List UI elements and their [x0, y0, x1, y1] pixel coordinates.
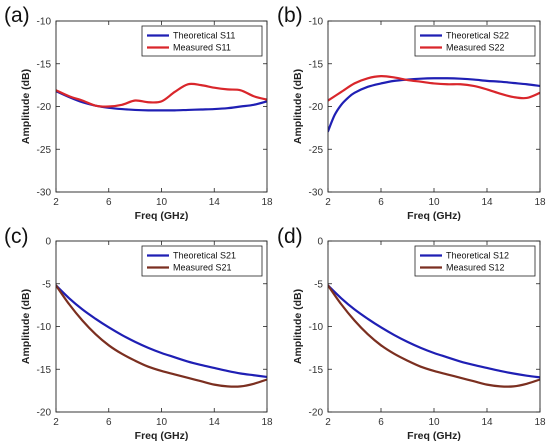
y-tick-label: -20 — [309, 102, 324, 113]
legend-box — [141, 25, 263, 57]
y-axis-label: Amplitude (dB) — [292, 69, 304, 144]
y-tick-label: -15 — [37, 59, 52, 70]
y-tick-label: -15 — [37, 365, 52, 376]
series-line-2 — [56, 82, 267, 108]
x-tick-label: 14 — [209, 417, 221, 428]
panel-label: (a) — [4, 4, 30, 27]
x-axis-label: Freq (GHz) — [407, 210, 461, 222]
y-tick-label: -10 — [309, 322, 324, 333]
y-tick-label: -5 — [314, 279, 323, 290]
y-tick-label: -25 — [309, 145, 324, 156]
y-axis-label: Amplitude (dB) — [20, 69, 32, 144]
x-tick-label: 2 — [53, 417, 59, 428]
x-tick-label: 2 — [325, 417, 331, 428]
chart-panel-1: (a) -10 -15 -20 -25 -302 6 10 14 18 Freq (GHz) Ampl… — [4, 4, 273, 222]
x-tick-label: 2 — [325, 197, 331, 208]
legend-box — [141, 245, 263, 277]
chart-panel-3: (c) 0 -5 -10 -15 -202 6 10 14 18 Freq (GHz) Amplitu… — [4, 225, 273, 442]
y-tick-label: -20 — [37, 102, 52, 113]
y-tick-label: -30 — [309, 188, 324, 199]
x-tick-label: 2 — [53, 197, 59, 208]
x-tick-label: 6 — [378, 417, 384, 428]
x-tick-label: 18 — [534, 197, 546, 208]
x-tick-label: 6 — [378, 197, 384, 208]
series-line-1 — [328, 77, 540, 133]
y-tick-label: -15 — [309, 59, 324, 70]
y-tick-label: -30 — [37, 188, 52, 199]
y-axis-label: Amplitude (dB) — [292, 289, 304, 364]
legend-entry: Measured S11 — [173, 43, 231, 53]
x-axis-label: Freq (GHz) — [135, 210, 189, 222]
x-tick-label: 10 — [428, 417, 440, 428]
legend-box — [414, 245, 536, 277]
legend-entry: Measured S21 — [173, 263, 232, 273]
x-tick-label: 10 — [428, 197, 440, 208]
y-tick-label: -10 — [37, 322, 52, 333]
chart-panel-2: (b) -10 -15 -20 -25 -302 6 10 14 18 Freq (GHz) Ampl… — [277, 4, 546, 222]
panel-label: (b) — [277, 4, 303, 27]
chart-panel-4: (d) 0 -5 -10 -15 -202 6 10 14 18 Freq (GHz) Amplitu… — [277, 225, 546, 442]
x-tick-label: 18 — [534, 417, 546, 428]
series-line-2 — [56, 284, 267, 388]
x-tick-label: 10 — [156, 197, 168, 208]
legend-entry: Theoretical S12 — [446, 251, 509, 261]
x-tick-label: 6 — [106, 197, 112, 208]
y-tick-label: 0 — [317, 237, 323, 248]
legend-entry: Theoretical S22 — [446, 31, 509, 41]
x-tick-label: 14 — [481, 197, 493, 208]
x-tick-label: 14 — [209, 197, 221, 208]
series-line-2 — [328, 75, 540, 102]
legend-entry: Measured S12 — [446, 263, 505, 273]
legend-entry: Measured S22 — [446, 43, 505, 53]
panel-label: (c) — [4, 225, 29, 248]
panel-label: (d) — [277, 225, 303, 248]
x-tick-label: 14 — [481, 417, 493, 428]
x-tick-label: 18 — [261, 197, 273, 208]
y-tick-label: -20 — [37, 408, 52, 419]
x-axis-label: Freq (GHz) — [135, 430, 189, 442]
y-tick-label: -25 — [37, 145, 52, 156]
y-tick-label: -20 — [309, 408, 324, 419]
legend-entry: Theoretical S11 — [173, 31, 235, 41]
y-tick-label: -10 — [309, 17, 324, 28]
y-axis-label: Amplitude (dB) — [20, 289, 32, 364]
y-tick-label: -10 — [37, 17, 52, 28]
y-tick-label: 0 — [45, 237, 51, 248]
legend-box — [414, 25, 536, 57]
y-tick-label: -5 — [42, 279, 51, 290]
series-line-2 — [328, 284, 540, 388]
x-tick-label: 6 — [106, 417, 112, 428]
series-line-1 — [328, 284, 540, 379]
y-tick-label: -15 — [309, 365, 324, 376]
x-tick-label: 18 — [261, 417, 273, 428]
series-line-1 — [56, 284, 267, 379]
x-tick-label: 10 — [156, 417, 168, 428]
legend-entry: Theoretical S21 — [173, 251, 236, 261]
x-axis-label: Freq (GHz) — [407, 430, 461, 442]
